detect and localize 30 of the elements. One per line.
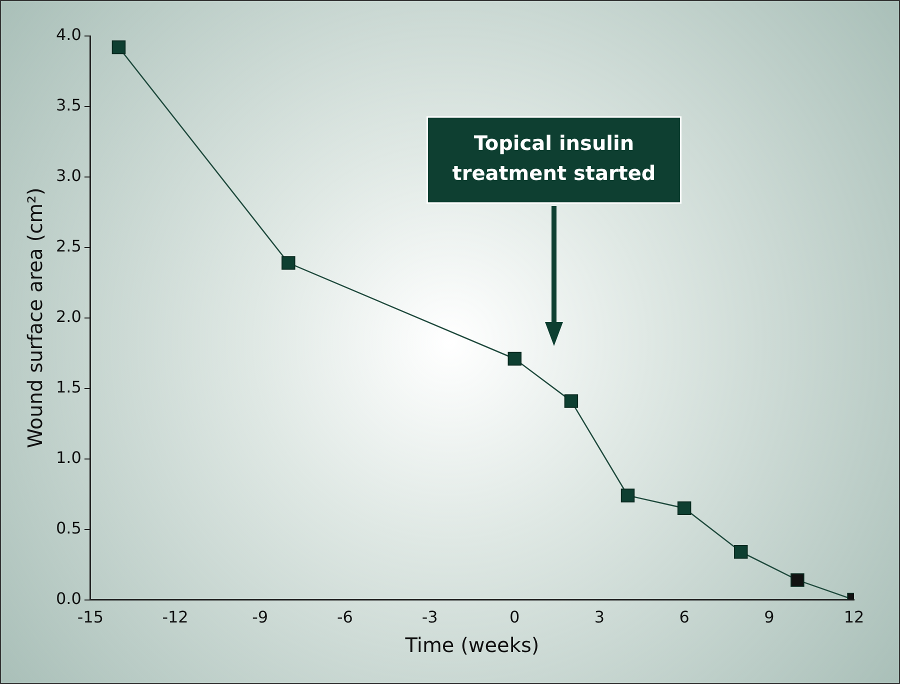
x-tick-label: 9 bbox=[764, 608, 774, 627]
x-tick-label: -9 bbox=[252, 608, 268, 627]
y-tick-label: 4.0 bbox=[56, 25, 82, 44]
point bbox=[620, 488, 635, 502]
point bbox=[282, 256, 296, 270]
y-tick-label: 0.0 bbox=[56, 588, 82, 608]
point bbox=[112, 40, 126, 54]
point bbox=[790, 573, 804, 587]
x-tick-label: -15 bbox=[77, 608, 104, 627]
x-tick-label: -3 bbox=[422, 608, 438, 627]
annotation: Topical insulin treatment started bbox=[452, 131, 656, 186]
y-tick-label: 1.0 bbox=[56, 448, 82, 468]
point bbox=[677, 501, 692, 516]
x-tick-label: 6 bbox=[679, 608, 690, 627]
y-tick-label: 3.0 bbox=[56, 166, 82, 186]
x-axis-title: Time (weeks) bbox=[404, 633, 540, 658]
y-tick-label: 0.5 bbox=[56, 518, 82, 538]
point bbox=[508, 352, 522, 366]
y-tick-label: 2.0 bbox=[56, 307, 82, 326]
point bbox=[734, 545, 748, 559]
y-tick-label: 1.5 bbox=[56, 378, 82, 397]
y-tick-label: 3.5 bbox=[56, 96, 82, 115]
x-tick-label: 12 bbox=[844, 608, 864, 627]
x-tick-label: 0 bbox=[510, 608, 520, 627]
y-tick-label: 2.5 bbox=[56, 236, 82, 256]
y-axis-title: Wound surface area (cm²) bbox=[23, 188, 48, 448]
point bbox=[564, 394, 578, 408]
x-tick-label: -6 bbox=[336, 608, 353, 627]
x-tick-label: 3 bbox=[594, 608, 605, 627]
x-tick-label: -12 bbox=[162, 608, 188, 627]
